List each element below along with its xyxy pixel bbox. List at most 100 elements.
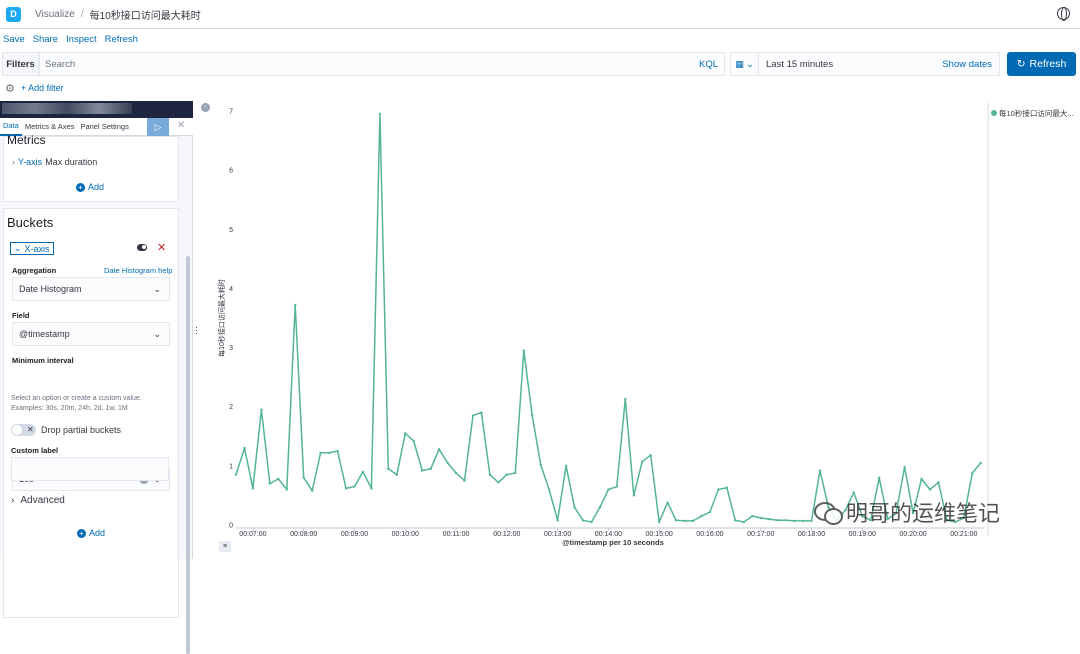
data-point[interactable]	[319, 451, 322, 455]
data-point[interactable]	[547, 488, 551, 491]
data-point[interactable]	[454, 471, 458, 475]
breadcrumb-visualize[interactable]: Visualize	[35, 8, 75, 20]
data-point[interactable]	[928, 488, 932, 491]
data-point[interactable]	[784, 519, 788, 522]
data-point[interactable]	[336, 449, 339, 453]
data-point[interactable]	[641, 460, 644, 463]
toggle-bucket-icon[interactable]	[137, 244, 147, 251]
data-point[interactable]	[581, 519, 585, 522]
data-point[interactable]	[767, 517, 771, 521]
data-point[interactable]	[725, 486, 729, 489]
data-point[interactable]	[243, 446, 246, 450]
advanced-toggle[interactable]: › Advanced	[11, 495, 65, 506]
tab-metrics-axes[interactable]: Metrics & Axes	[24, 122, 75, 131]
data-point[interactable]	[480, 411, 483, 414]
data-point[interactable]	[370, 487, 373, 490]
field-select[interactable]: @timestamp ⌄	[12, 322, 170, 346]
data-point[interactable]	[700, 514, 703, 518]
data-point[interactable]	[556, 519, 559, 522]
data-point[interactable]	[734, 519, 737, 522]
data-point[interactable]	[742, 520, 745, 524]
data-point[interactable]	[395, 473, 399, 476]
data-point[interactable]	[531, 414, 534, 417]
data-point[interactable]	[666, 501, 669, 504]
data-point[interactable]	[327, 451, 331, 455]
data-point[interactable]	[793, 519, 796, 523]
data-point[interactable]	[294, 303, 297, 307]
data-point[interactable]	[268, 482, 272, 485]
kql-toggle[interactable]: KQL	[698, 59, 718, 70]
data-point[interactable]	[717, 488, 720, 491]
data-point[interactable]	[564, 464, 568, 468]
resize-handle[interactable]: · · ·	[195, 322, 198, 338]
tab-data[interactable]: Data	[0, 118, 22, 136]
data-point[interactable]	[277, 477, 280, 481]
legend-toggle-icon[interactable]: ≡	[219, 541, 231, 552]
apply-changes-button[interactable]: ▷	[147, 118, 169, 136]
aggregation-help-link[interactable]: Date Histogram help	[104, 266, 173, 275]
data-point[interactable]	[404, 432, 407, 435]
data-point[interactable]	[598, 506, 602, 509]
search-input[interactable]: Search KQL	[39, 52, 725, 76]
date-picker[interactable]: ▦ ⌄ Last 15 minutes Show dates	[730, 52, 1000, 76]
help-globe-icon[interactable]	[1057, 7, 1070, 21]
show-dates-link[interactable]: Show dates	[942, 59, 992, 70]
data-point[interactable]	[632, 494, 635, 497]
data-point[interactable]	[590, 520, 593, 524]
data-point[interactable]	[378, 112, 382, 116]
data-point[interactable]	[514, 471, 517, 475]
data-point[interactable]	[751, 514, 754, 518]
data-point[interactable]	[429, 467, 432, 471]
xaxis-toggle[interactable]: ⌄ X-axis	[10, 242, 54, 255]
tab-panel-settings[interactable]: Panel Settings	[80, 122, 129, 131]
data-point[interactable]	[937, 481, 940, 484]
data-point[interactable]	[344, 487, 348, 490]
data-point[interactable]	[920, 477, 923, 481]
chevron-right-icon[interactable]: ›	[12, 157, 15, 167]
data-point[interactable]	[971, 471, 974, 475]
data-point[interactable]	[471, 414, 475, 417]
custom-label-input[interactable]	[11, 457, 169, 481]
data-point[interactable]	[387, 467, 390, 471]
app-logo[interactable]: D	[6, 6, 21, 22]
gear-icon[interactable]: ⚙	[5, 82, 15, 95]
data-point[interactable]	[251, 487, 255, 490]
legend-label[interactable]: 每10秒接口访问最大...	[999, 108, 1074, 118]
data-point[interactable]	[420, 469, 424, 472]
data-point[interactable]	[285, 488, 288, 491]
refresh-link[interactable]: Refresh	[104, 33, 138, 45]
data-point[interactable]	[674, 519, 678, 522]
data-point[interactable]	[234, 473, 238, 476]
data-point[interactable]	[903, 465, 906, 469]
add-bucket-button[interactable]: + Add	[77, 528, 105, 538]
data-point[interactable]	[302, 476, 305, 479]
data-point[interactable]	[607, 488, 610, 491]
data-point[interactable]	[522, 349, 525, 352]
add-metric-button[interactable]: + Add	[76, 182, 104, 192]
data-point[interactable]	[759, 516, 762, 520]
data-point[interactable]	[657, 520, 661, 524]
data-point[interactable]	[353, 485, 356, 488]
data-point[interactable]	[539, 463, 542, 466]
data-point[interactable]	[708, 510, 712, 514]
data-point[interactable]	[801, 519, 805, 523]
collapse-sidebar-icon[interactable]: ‹	[201, 103, 210, 112]
calendar-icon[interactable]: ▦ ⌄	[731, 53, 759, 75]
remove-bucket-icon[interactable]: ✕	[157, 242, 167, 254]
data-point[interactable]	[573, 506, 576, 509]
sidebar-scrollbar[interactable]	[186, 256, 190, 654]
drop-partial-switch[interactable]	[11, 424, 36, 436]
data-point[interactable]	[446, 461, 449, 465]
aggregation-select[interactable]: Date Histogram ⌄	[12, 277, 170, 301]
data-point[interactable]	[624, 397, 627, 401]
data-point[interactable]	[649, 454, 652, 457]
series-line[interactable]	[235, 113, 982, 523]
add-filter-link[interactable]: + Add filter	[20, 83, 64, 93]
data-point[interactable]	[691, 519, 695, 523]
data-point[interactable]	[488, 473, 492, 476]
save-link[interactable]: Save	[3, 33, 25, 45]
data-point[interactable]	[361, 470, 365, 473]
refresh-button[interactable]: ↻ Refresh	[1007, 52, 1076, 76]
data-point[interactable]	[463, 479, 466, 482]
data-point[interactable]	[683, 519, 686, 523]
